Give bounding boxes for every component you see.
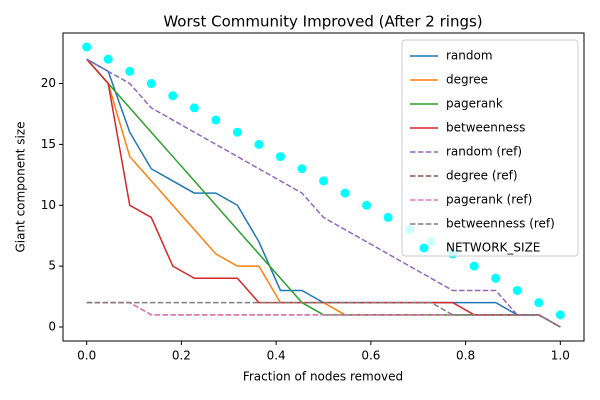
point (469, 261, 479, 271)
point (189, 103, 199, 113)
point (103, 54, 113, 64)
legend-label: pagerank (446, 97, 503, 111)
x-tick-label: 0.8 (456, 349, 475, 363)
point (82, 42, 92, 52)
legend-label: NETWORK_SIZE (446, 241, 540, 255)
point (491, 273, 501, 283)
x-tick-label: 0.4 (267, 349, 286, 363)
y-tick-label: 20 (41, 76, 56, 90)
point (297, 164, 307, 174)
x-tick-label: 0.2 (172, 349, 191, 363)
x-tick-label: 1.0 (551, 349, 570, 363)
point (319, 176, 328, 186)
y-tick-label: 15 (41, 137, 56, 151)
legend-label: betweenness (ref) (446, 217, 555, 231)
point (340, 188, 350, 198)
x-axis-label: Fraction of nodes removed (243, 370, 403, 384)
legend-box (401, 39, 579, 257)
point (383, 212, 393, 222)
point (555, 310, 565, 320)
legend-label: random (ref) (446, 145, 522, 159)
series-line (86, 58, 561, 328)
point (146, 79, 156, 89)
legend-label: degree (ref) (446, 169, 518, 183)
legend-swatch (419, 243, 429, 253)
point (211, 115, 221, 125)
y-tick-label: 10 (41, 198, 56, 212)
chart-title: Worst Community Improved (After 2 rings) (163, 13, 482, 31)
point (232, 127, 242, 137)
legend-label: degree (446, 73, 488, 87)
point (125, 66, 135, 76)
series-line (86, 301, 561, 328)
legend-label: pagerank (ref) (446, 193, 532, 207)
point (534, 298, 544, 308)
point (362, 200, 372, 210)
point (275, 152, 285, 162)
y-tick-label: 5 (48, 259, 56, 273)
point (168, 91, 178, 101)
point (512, 285, 522, 295)
y-axis-label: Giant component size (14, 121, 28, 252)
x-tick-label: 0.6 (361, 349, 380, 363)
y-tick-label: 0 (48, 320, 56, 334)
plot-frame (62, 32, 585, 342)
legend-label: random (446, 49, 493, 63)
point (254, 139, 264, 149)
x-tick-label: 0.0 (77, 349, 96, 363)
legend-label: betweenness (446, 121, 525, 135)
